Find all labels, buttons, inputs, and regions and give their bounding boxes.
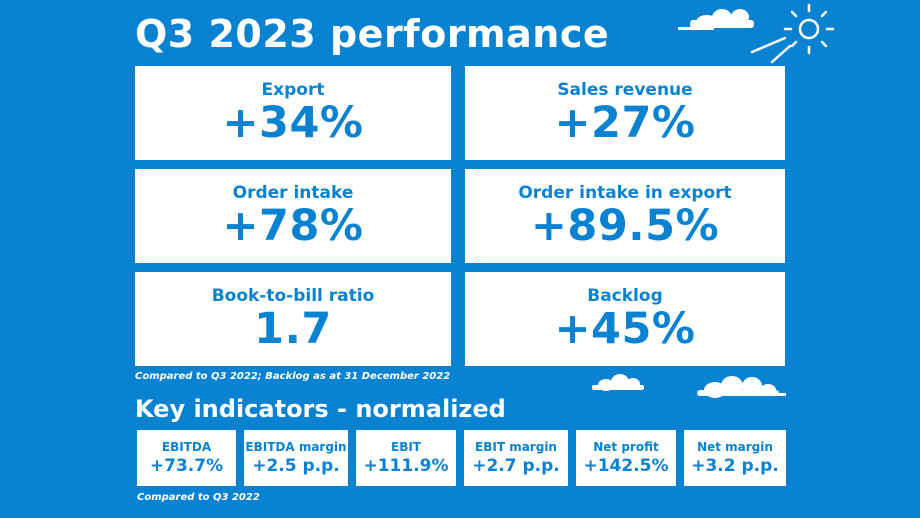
indicator-label: Net margin bbox=[697, 440, 773, 454]
indicator-label: EBITDA margin bbox=[245, 440, 347, 454]
metric-value: +34% bbox=[222, 98, 364, 148]
indicator-label: EBITDA bbox=[161, 440, 212, 454]
indicator-value: +73.7% bbox=[149, 456, 224, 476]
indicator-card-net-profit: Net profit +142.5% bbox=[576, 430, 676, 486]
metric-label: Order intake in export bbox=[518, 183, 732, 203]
metric-label: Book-to-bill ratio bbox=[211, 286, 375, 306]
metric-card-book-to-bill: Book-to-bill ratio 1.7 bbox=[135, 272, 451, 366]
sun-icon bbox=[750, 3, 835, 64]
indicator-card-ebitda-margin: EBITDA margin +2.5 p.p. bbox=[244, 430, 348, 486]
indicator-label: EBIT margin bbox=[475, 440, 557, 454]
metrics-footnote: Compared to Q3 2022; Backlog as at 31 De… bbox=[135, 371, 451, 382]
indicator-card-ebit: EBIT +111.9% bbox=[356, 430, 456, 486]
metric-label: Export bbox=[261, 80, 325, 100]
page-title: Q3 2023 performance bbox=[135, 12, 610, 56]
metric-card-export: Export +34% bbox=[135, 66, 451, 160]
metric-label: Backlog bbox=[587, 286, 663, 306]
metric-card-order-intake-export: Order intake in export +89.5% bbox=[465, 169, 785, 263]
metric-card-backlog: Backlog +45% bbox=[465, 272, 785, 366]
indicator-card-ebit-margin: EBIT margin +2.7 p.p. bbox=[464, 430, 568, 486]
indicator-value: +111.9% bbox=[363, 456, 449, 476]
indicator-value: +2.7 p.p. bbox=[472, 456, 560, 476]
indicator-card-ebitda: EBITDA +73.7% bbox=[137, 430, 236, 486]
cloud-icon bbox=[592, 374, 644, 391]
indicator-value: +3.2 p.p. bbox=[691, 456, 779, 476]
metric-value: 1.7 bbox=[254, 304, 332, 354]
cloud-icon bbox=[678, 9, 754, 30]
metric-value: +45% bbox=[554, 304, 696, 354]
metric-label: Order intake bbox=[232, 183, 354, 203]
metric-card-order-intake: Order intake +78% bbox=[135, 169, 451, 263]
indicator-value: +2.5 p.p. bbox=[252, 456, 340, 476]
metric-card-sales-revenue: Sales revenue +27% bbox=[465, 66, 785, 160]
section-title: Key indicators - normalized bbox=[135, 395, 506, 423]
metric-label: Sales revenue bbox=[557, 80, 693, 100]
indicator-card-net-margin: Net margin +3.2 p.p. bbox=[684, 430, 786, 486]
indicator-value: +142.5% bbox=[583, 456, 669, 476]
metric-value: +78% bbox=[222, 201, 364, 251]
indicators-footnote: Compared to Q3 2022 bbox=[137, 492, 260, 503]
indicator-label: Net profit bbox=[593, 440, 659, 454]
metric-value: +27% bbox=[554, 98, 696, 148]
indicator-label: EBIT bbox=[391, 440, 421, 454]
metric-value: +89.5% bbox=[530, 201, 720, 251]
cloud-icon bbox=[697, 376, 786, 398]
